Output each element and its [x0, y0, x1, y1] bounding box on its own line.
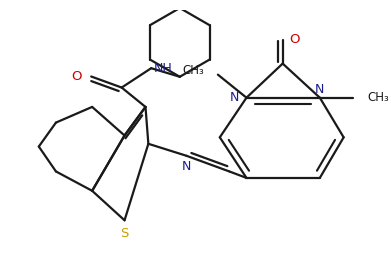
Text: S: S — [120, 227, 129, 240]
Text: NH: NH — [154, 62, 172, 75]
Text: N: N — [182, 160, 191, 173]
Text: CH₃: CH₃ — [183, 64, 204, 77]
Text: N: N — [315, 83, 325, 96]
Text: O: O — [289, 33, 300, 46]
Text: O: O — [72, 70, 82, 83]
Text: CH₃: CH₃ — [368, 91, 389, 104]
Text: N: N — [230, 91, 239, 104]
